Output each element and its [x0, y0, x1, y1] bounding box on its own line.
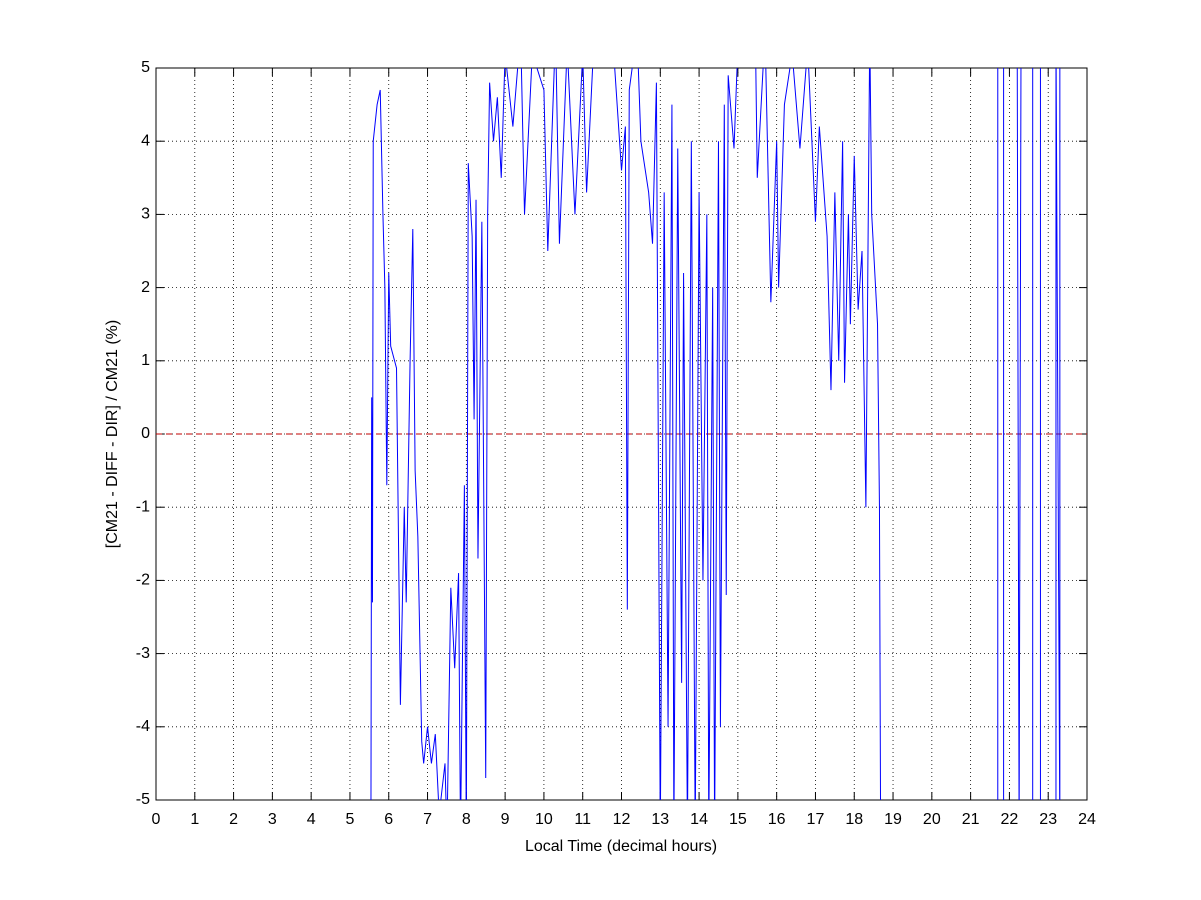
x-tick-label: 12 [613, 811, 631, 828]
x-tick-label: 4 [307, 811, 316, 828]
x-tick-label: 22 [1001, 811, 1019, 828]
y-tick-label: -2 [136, 572, 150, 589]
x-tick-label: 6 [384, 811, 393, 828]
x-tick-label: 1 [190, 811, 199, 828]
x-axis-label: Local Time (decimal hours) [525, 838, 717, 855]
x-tick-label: 9 [501, 811, 510, 828]
x-tick-label: 8 [462, 811, 471, 828]
y-tick-label: 2 [141, 279, 150, 296]
x-tick-label: 20 [923, 811, 941, 828]
data-line [370, 68, 1061, 800]
x-tick-label: 3 [268, 811, 277, 828]
y-tick-label: -4 [136, 718, 150, 735]
y-tick-label: 4 [141, 132, 150, 149]
x-tick-label: 5 [346, 811, 355, 828]
y-tick-label: 5 [141, 59, 150, 76]
y-axis-label: [CM21 - DIFF - DIR] / CM21 (%) [104, 320, 121, 548]
x-tick-label: 17 [807, 811, 825, 828]
x-tick-label: 24 [1078, 811, 1096, 828]
x-tick-label: 14 [690, 811, 708, 828]
x-tick-label: 18 [845, 811, 863, 828]
x-tick-label: 7 [423, 811, 432, 828]
y-tick-label: -3 [136, 645, 150, 662]
x-tick-label: 11 [574, 811, 591, 828]
y-tick-label: 3 [141, 206, 150, 223]
x-tick-label: 10 [535, 811, 553, 828]
y-tick-label: -1 [136, 498, 150, 515]
x-tick-label: 19 [884, 811, 902, 828]
y-tick-label: 1 [141, 352, 150, 369]
x-tick-label: 2 [229, 811, 238, 828]
x-tick-label: 0 [152, 811, 161, 828]
x-tick-label: 16 [768, 811, 786, 828]
x-tick-label: 23 [1039, 811, 1057, 828]
x-tick-label: 13 [651, 811, 669, 828]
y-tick-label: 0 [141, 425, 150, 442]
x-tick-label: 15 [729, 811, 747, 828]
y-tick-label: -5 [136, 791, 150, 808]
x-tick-label: 21 [962, 811, 980, 828]
